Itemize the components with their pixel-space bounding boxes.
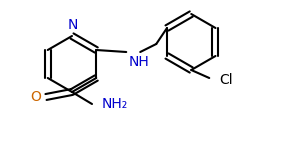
Text: NH₂: NH₂ — [102, 97, 128, 111]
Text: NH: NH — [128, 55, 149, 69]
Text: O: O — [30, 90, 41, 104]
Text: Cl: Cl — [219, 73, 233, 87]
Text: N: N — [68, 18, 78, 32]
